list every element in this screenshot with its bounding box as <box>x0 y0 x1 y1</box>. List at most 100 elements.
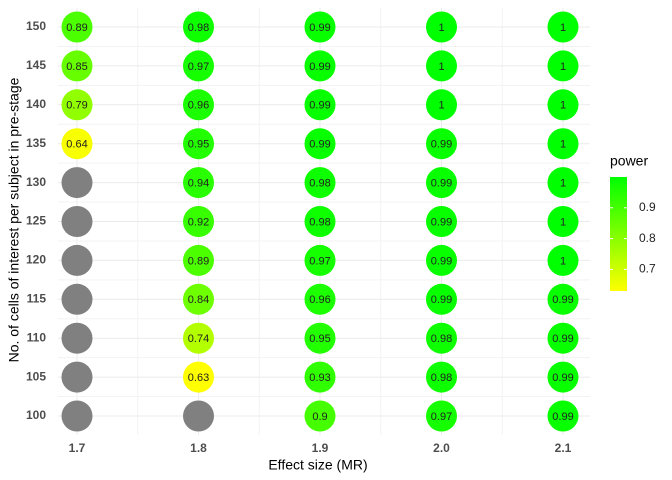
value-label: 0.97 <box>309 255 330 267</box>
y-tick-label: 110 <box>27 330 47 344</box>
point <box>61 11 93 43</box>
colorbar <box>610 177 627 291</box>
value-label: 0.99 <box>431 216 452 228</box>
na-point <box>61 400 93 432</box>
value-label: 0.99 <box>431 255 452 267</box>
point <box>183 244 214 276</box>
point <box>547 283 579 315</box>
point <box>304 400 336 432</box>
point <box>304 206 336 237</box>
legend-title: power <box>610 153 648 169</box>
value-label: 0.97 <box>188 61 209 73</box>
point <box>183 50 214 82</box>
y-axis-title: No. of cells of interest per subject in … <box>6 77 22 362</box>
point <box>304 361 336 393</box>
value-label: 0.95 <box>188 139 209 151</box>
value-label: 0.84 <box>188 294 209 306</box>
na-point <box>61 283 93 315</box>
value-label: 0.74 <box>188 333 209 345</box>
point <box>426 206 457 237</box>
point <box>426 283 457 315</box>
point <box>547 167 579 199</box>
value-label: 0.99 <box>309 61 330 73</box>
value-label: 1 <box>560 216 566 228</box>
y-tick-label: 140 <box>26 97 46 111</box>
x-tick-label: 1.7 <box>69 441 86 455</box>
point <box>547 89 579 121</box>
point <box>304 11 336 43</box>
na-point <box>61 206 93 237</box>
point <box>183 167 214 199</box>
value-label: 0.99 <box>309 139 330 151</box>
na-point <box>61 167 93 199</box>
point <box>304 283 336 315</box>
point <box>183 206 214 237</box>
point <box>426 244 457 276</box>
value-label: 0.89 <box>66 22 87 34</box>
x-tick-label: 1.9 <box>312 441 329 455</box>
value-label: 1 <box>560 100 566 112</box>
value-label: 0.95 <box>309 333 330 345</box>
value-label: 1 <box>560 61 566 73</box>
value-label: 0.96 <box>309 294 330 306</box>
y-tick-label: 115 <box>27 291 47 305</box>
value-label: 1 <box>560 255 566 267</box>
y-tick-label: 150 <box>26 19 46 33</box>
point <box>61 50 93 82</box>
point <box>304 128 336 160</box>
y-tick-label: 135 <box>26 136 46 150</box>
colorbar-tick-label: 0.9 <box>639 200 656 214</box>
point <box>426 11 457 43</box>
y-tick-label: 105 <box>26 369 46 383</box>
point <box>426 89 457 121</box>
value-label: 1 <box>438 22 444 34</box>
point <box>547 400 579 432</box>
x-axis-title: Effect size (MR) <box>268 457 367 473</box>
value-label: 0.98 <box>431 372 452 384</box>
point <box>304 322 336 354</box>
point <box>547 206 579 237</box>
point <box>547 128 579 160</box>
value-label: 0.99 <box>552 411 573 423</box>
point <box>426 361 457 393</box>
point <box>426 167 457 199</box>
point <box>183 361 214 393</box>
value-label: 0.64 <box>66 139 87 151</box>
value-label: 1 <box>560 178 566 190</box>
colorbar-tick-label: 0.8 <box>639 231 656 245</box>
value-label: 1 <box>560 139 566 151</box>
point <box>61 128 93 160</box>
value-label: 0.99 <box>552 333 573 345</box>
point <box>547 11 579 43</box>
na-point <box>183 400 214 432</box>
y-tick-label: 130 <box>26 175 46 189</box>
value-label: 0.97 <box>431 411 452 423</box>
point <box>547 244 579 276</box>
value-label: 1 <box>560 22 566 34</box>
y-tick-label: 145 <box>26 58 46 72</box>
na-point <box>61 244 93 276</box>
value-label: 1 <box>438 100 444 112</box>
value-label: 0.98 <box>309 178 330 190</box>
value-label: 0.99 <box>431 178 452 190</box>
value-label: 0.98 <box>309 216 330 228</box>
point <box>426 50 457 82</box>
value-label: 0.85 <box>66 61 87 73</box>
point <box>547 50 579 82</box>
point <box>426 128 457 160</box>
na-point <box>61 361 93 393</box>
value-label: 0.99 <box>309 22 330 34</box>
na-point <box>61 322 93 354</box>
point <box>547 322 579 354</box>
point <box>426 400 457 432</box>
colorbar-tick-label: 0.7 <box>639 262 656 276</box>
value-label: 0.63 <box>188 372 209 384</box>
value-label: 0.99 <box>552 294 573 306</box>
point <box>61 89 93 121</box>
y-tick-label: 100 <box>26 408 46 422</box>
value-label: 0.92 <box>188 216 209 228</box>
point <box>426 322 457 354</box>
value-label: 0.94 <box>188 178 209 190</box>
point <box>547 361 579 393</box>
